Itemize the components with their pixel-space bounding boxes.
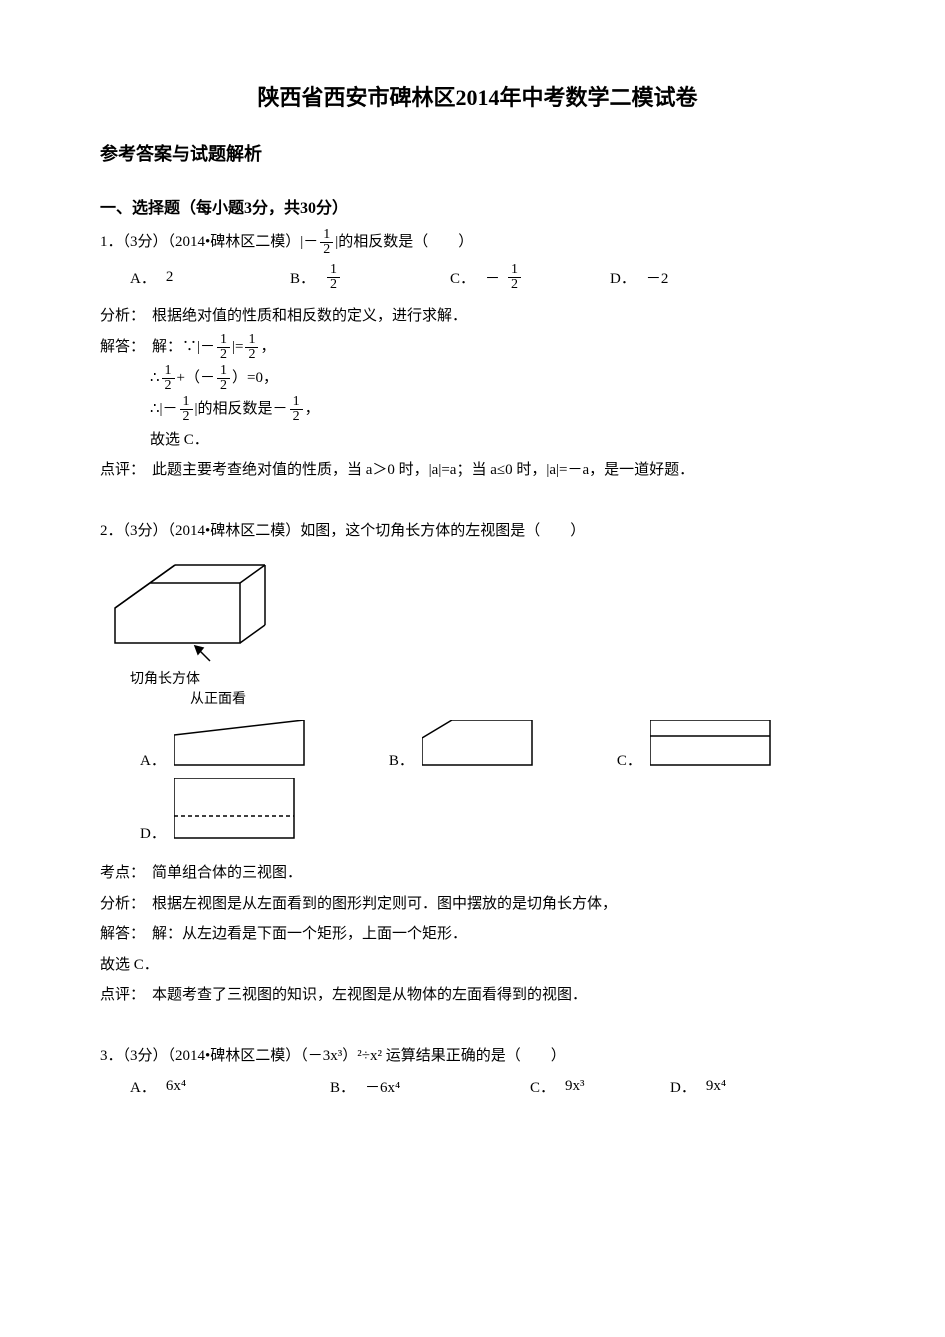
q2-guxuan: 故选 C．	[100, 951, 855, 980]
q3-option-b: B． －6x⁴	[330, 1076, 470, 1097]
q1-stem: 1．（3分）（2014•碑林区二模）|－12|的相反数是（ ）	[100, 228, 855, 257]
q3-option-d: D． 9x⁴	[670, 1076, 750, 1097]
q2-option-b: B．	[389, 720, 537, 770]
q1-option-a: A． 2	[130, 267, 270, 288]
q3-option-a: A． 6x⁴	[130, 1076, 270, 1097]
q1-dianping: 点评：此题主要考查绝对值的性质，当 a＞0 时，|a|=a；当 a≤0 时，|a…	[100, 456, 855, 485]
q2-figure-label: 切角长方体	[130, 668, 855, 688]
q1-optc-frac: 12	[508, 263, 521, 292]
q2-kaodian: 考点：简单组合体的三视图．	[100, 859, 855, 888]
page-subtitle: 参考答案与试题解析	[100, 140, 855, 166]
q2-figure: 切角长方体 从正面看	[100, 553, 855, 708]
q2-options-row: A． B． C．	[140, 720, 855, 770]
pentagon-icon	[422, 720, 537, 770]
question-3: 3．（3分）（2014•碑林区二模）（－3x³）²÷x² 运算结果正确的是（ ）…	[100, 1042, 855, 1098]
question-1: 1．（3分）（2014•碑林区二模）|－12|的相反数是（ ） A． 2 B． …	[100, 228, 855, 485]
q1-option-d: D． －2	[610, 267, 750, 288]
q1-jieda-line2: ∴12+（－12）=0，	[150, 364, 855, 393]
q2-option-c: C．	[617, 720, 775, 770]
trapezoid-icon	[174, 720, 309, 770]
solid-icon	[100, 553, 280, 663]
q3-option-c: C． 9x³	[530, 1076, 610, 1097]
q2-stem: 2．（3分）（2014•碑林区二模）如图，这个切角长方体的左视图是（ ）	[100, 517, 855, 546]
q1-frac: 12	[320, 228, 333, 257]
q1-fenxi: 分析：根据绝对值的性质和相反数的定义，进行求解．	[100, 302, 855, 331]
q1-jieda-line4: 故选 C．	[150, 426, 855, 455]
q2-option-a: A．	[140, 720, 309, 770]
section-heading: 一、选择题（每小题3分，共30分）	[100, 194, 855, 218]
q2-option-d: D．	[140, 778, 855, 843]
q1-jieda-line3: ∴|－12|的相反数是－12，	[150, 395, 855, 424]
split-rect-icon	[650, 720, 775, 770]
exam-page: 陕西省西安市碑林区2014年中考数学二模试卷 参考答案与试题解析 一、选择题（每…	[0, 0, 945, 1151]
q1-options: A． 2 B． 12 C． －12 D． －2	[130, 263, 855, 292]
q3-options: A． 6x⁴ B． －6x⁴ C． 9x³ D． 9x⁴	[130, 1076, 855, 1097]
q2-dianping: 点评：本题考查了三视图的知识，左视图是从物体的左面看得到的视图．	[100, 981, 855, 1010]
q2-fenxi: 分析：根据左视图是从左面看到的图形判定则可．图中摆放的是切角长方体，	[100, 890, 855, 919]
q1-stem-prefix: 1．（3分）（2014•碑林区二模）|－	[100, 234, 318, 250]
q1-jieda-line1: 解答：解：∵|－12|=12，	[100, 333, 855, 362]
q1-option-c: C． －12	[450, 263, 590, 292]
q1-stem-suffix: |的相反数是（ ）	[335, 234, 473, 250]
question-2: 2．（3分）（2014•碑林区二模）如图，这个切角长方体的左视图是（ ）	[100, 517, 855, 1010]
q3-stem: 3．（3分）（2014•碑林区二模）（－3x³）²÷x² 运算结果正确的是（ ）	[100, 1042, 855, 1071]
q2-jieda: 解答：解：从左边看是下面一个矩形，上面一个矩形．	[100, 920, 855, 949]
q2-view-label: 从正面看	[190, 688, 855, 708]
q1-optb-frac: 12	[327, 263, 340, 292]
q1-option-b: B． 12	[290, 263, 430, 292]
page-title: 陕西省西安市碑林区2014年中考数学二模试卷	[100, 80, 855, 112]
dashed-rect-icon	[174, 778, 299, 843]
